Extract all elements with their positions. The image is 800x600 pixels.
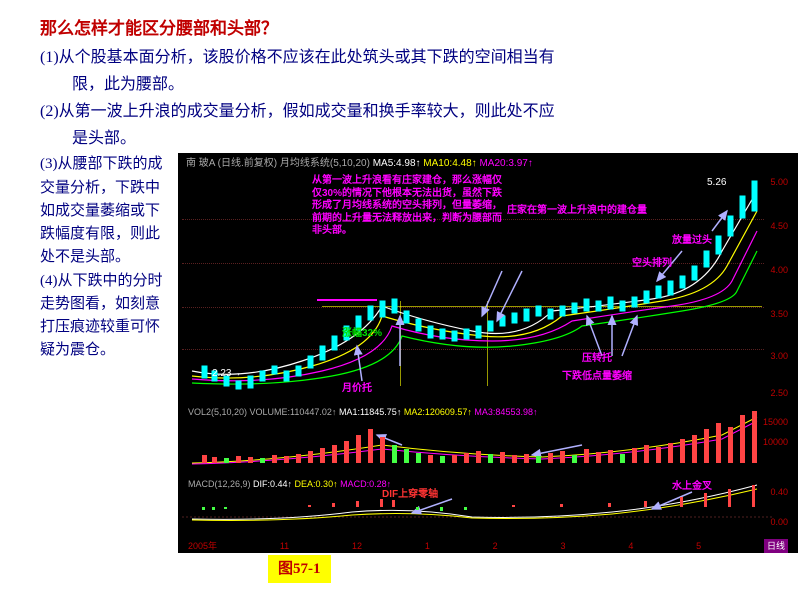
- anno-yatuo: 压转托: [582, 351, 612, 367]
- anno-rise32: 涨幅32%: [342, 326, 382, 342]
- figure-label: 图57-1: [268, 555, 331, 583]
- anno-main-text: 从第一波上升浪看有庄家建仓，那么涨幅仅仅30%的情况下他根本无法出货，虽然下跌形…: [312, 175, 502, 238]
- para-4: (4)从下跌中的分时走势图看，如刻意打压痕迹较重可怀疑为震仓。: [40, 270, 170, 363]
- time-axis: 2005年11 121 23 45 日线: [182, 538, 794, 553]
- macd-panel: MACD(12,26,9) DIF:0.44↑ DEA:0.30↑ MACD:0…: [182, 477, 794, 537]
- anno-vol-over: 放量过头: [672, 233, 712, 249]
- anno-builder: 庄家在第一波上升浪中的建仓量: [507, 203, 647, 219]
- anno-223: 2.23→: [212, 366, 241, 382]
- anno-low-shrink: 下跌低点量萎缩: [562, 369, 632, 385]
- para-2a: (2)从第一波上升浪的成交量分析，假如成交量和换手率较大，则此处不应: [40, 100, 765, 125]
- para-3: (3)从腰部下跌的成交量分析，下跌中如成交量萎缩或下跌幅度有限，则此处不是头部。: [40, 153, 170, 269]
- para-1b: 限，此为腰部。: [40, 73, 765, 98]
- anno-526: 5.26: [707, 175, 726, 191]
- anno-short: 空头排列: [632, 256, 672, 272]
- para-2b: 是头部。: [40, 127, 765, 152]
- para-1a: (1)从个股基本面分析，该股价格不应该在此处筑头或其下跌的空间相当有: [40, 46, 765, 71]
- page-title: 那么怎样才能区分腰部和头部？: [40, 15, 765, 42]
- anno-yue-tuo: 月价托: [342, 381, 372, 397]
- stock-chart: 南 玻A (日线.前复权) 月均线系统(5,10,20) MA5:4.98↑ M…: [178, 153, 798, 553]
- chart-header: 南 玻A (日线.前复权) 月均线系统(5,10,20) MA5:4.98↑ M…: [186, 156, 533, 172]
- volume-panel: VOL2(5,10,20) VOLUME:110447.02↑ MA1:1184…: [182, 405, 794, 473]
- price-panel: 5.00 4.50 4.00 3.50 3.00 2.50: [182, 171, 794, 401]
